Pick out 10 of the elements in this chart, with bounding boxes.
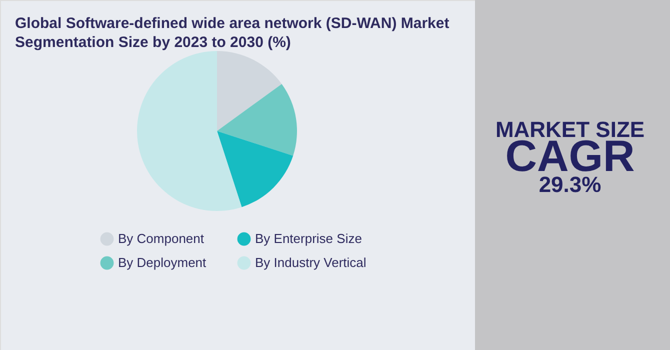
legend-label: By Enterprise Size <box>255 231 362 246</box>
pie-slice <box>217 131 294 208</box>
pie-slice <box>217 51 282 131</box>
legend-label: By Deployment <box>118 255 207 270</box>
chart-title: Global Software-defined wide area network (SD-WAN) Market Segmentation Size by 2023 to 2030 (%) <box>15 15 450 51</box>
pie-slice <box>217 84 297 156</box>
legend-label: By Component <box>118 231 204 246</box>
text: 29.3% <box>538 172 602 197</box>
legend-label: By Industry Vertical <box>255 255 366 270</box>
pie-slice <box>137 51 242 211</box>
